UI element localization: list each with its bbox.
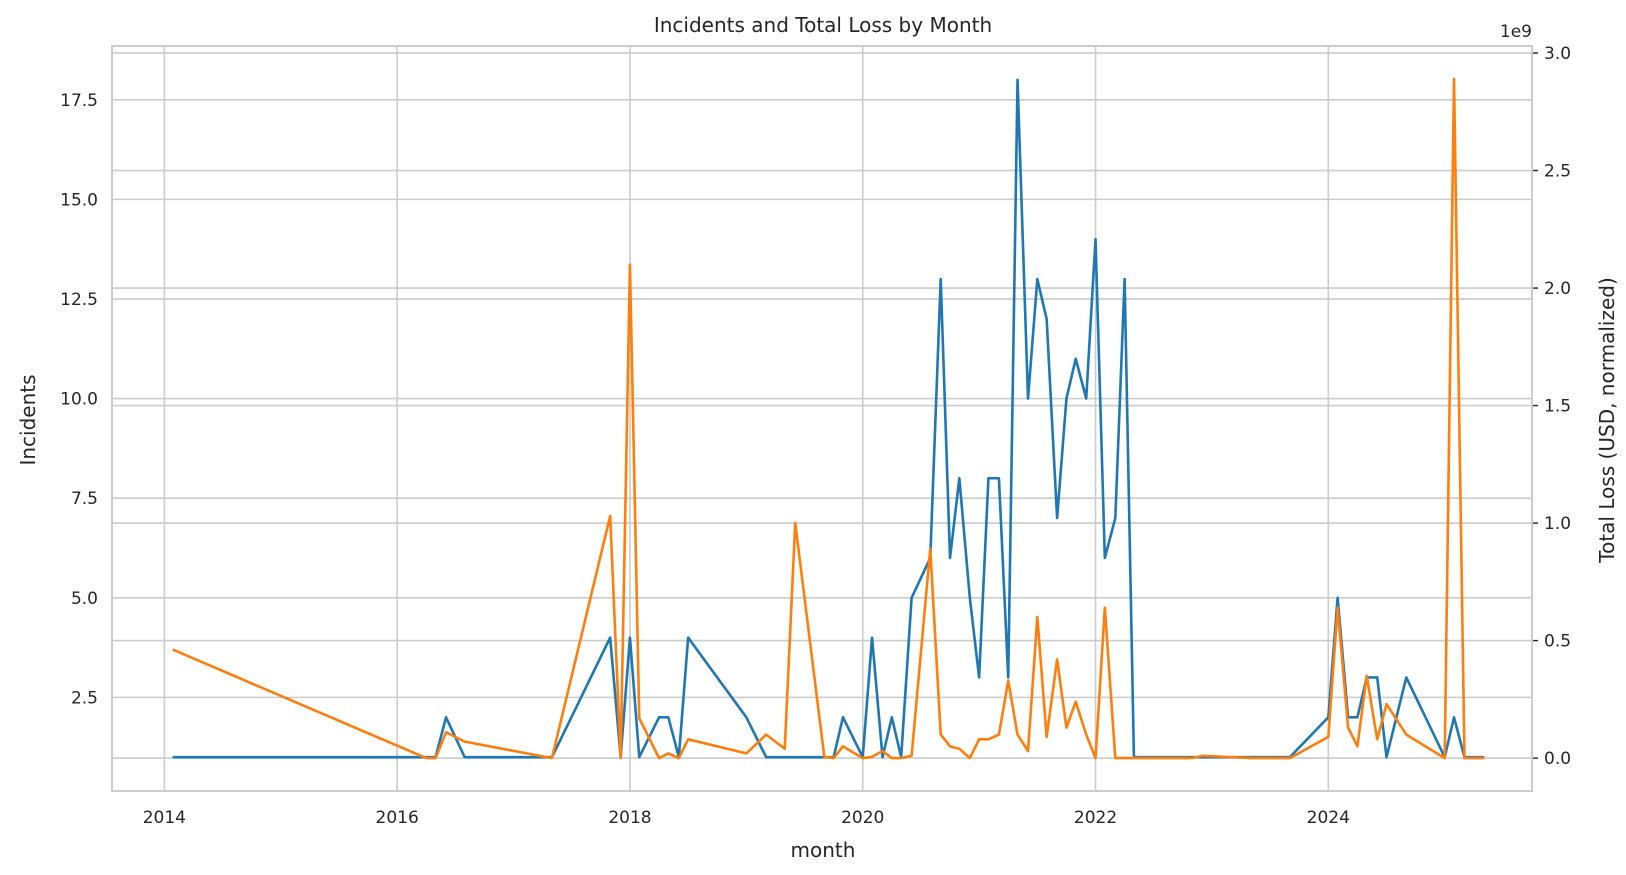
x-tick-label: 2016	[376, 808, 419, 828]
x-tick-label: 2020	[841, 808, 884, 828]
right-y-tick-label: 0.5	[1544, 632, 1571, 652]
left-y-tick-label: 2.5	[71, 688, 98, 708]
right-y-tick-label: 0.0	[1544, 749, 1571, 769]
grid-layer	[112, 46, 1538, 791]
right-y-tick-label: 1.5	[1544, 397, 1571, 417]
right-y-tick-label: 2.0	[1544, 279, 1571, 299]
right-y-tick-labels: 0.0 0.5 1.0 1.5 2.0 2.5 3.0	[1544, 44, 1571, 769]
left-y-tick-label: 15.0	[60, 190, 98, 210]
x-tick-label: 2022	[1074, 808, 1117, 828]
left-y-tick-label: 10.0	[60, 390, 98, 410]
incidents-series-line	[172, 78, 1485, 759]
left-y-tick-label: 5.0	[71, 589, 98, 609]
x-tick-label: 2024	[1307, 808, 1350, 828]
series-layer	[172, 77, 1485, 760]
left-y-tick-label: 17.5	[60, 91, 98, 111]
x-tick-labels: 2014 2016 2018 2020 2022 2024	[143, 808, 1350, 828]
right-y-tick-label: 3.0	[1544, 44, 1571, 64]
left-y-axis-label: Incidents	[16, 374, 40, 465]
x-tick-label: 2014	[143, 808, 186, 828]
right-y-tick-label: 2.5	[1544, 162, 1571, 182]
total-loss-series-line	[172, 77, 1485, 760]
chart-title: Incidents and Total Loss by Month	[654, 13, 992, 37]
left-y-tick-label: 7.5	[71, 489, 98, 509]
left-y-tick-label: 12.5	[60, 290, 98, 310]
right-y-offset-text: 1e9	[1500, 22, 1532, 42]
x-tick-label: 2018	[608, 808, 651, 828]
plot-frame	[111, 45, 1533, 792]
x-axis-label: month	[791, 838, 856, 862]
right-y-axis-label: Total Loss (USD, normalized)	[1595, 277, 1619, 563]
right-y-tick-label: 1.0	[1544, 514, 1571, 534]
left-y-tick-labels: 2.5 5.0 7.5 10.0 12.5 15.0 17.5	[60, 91, 98, 709]
